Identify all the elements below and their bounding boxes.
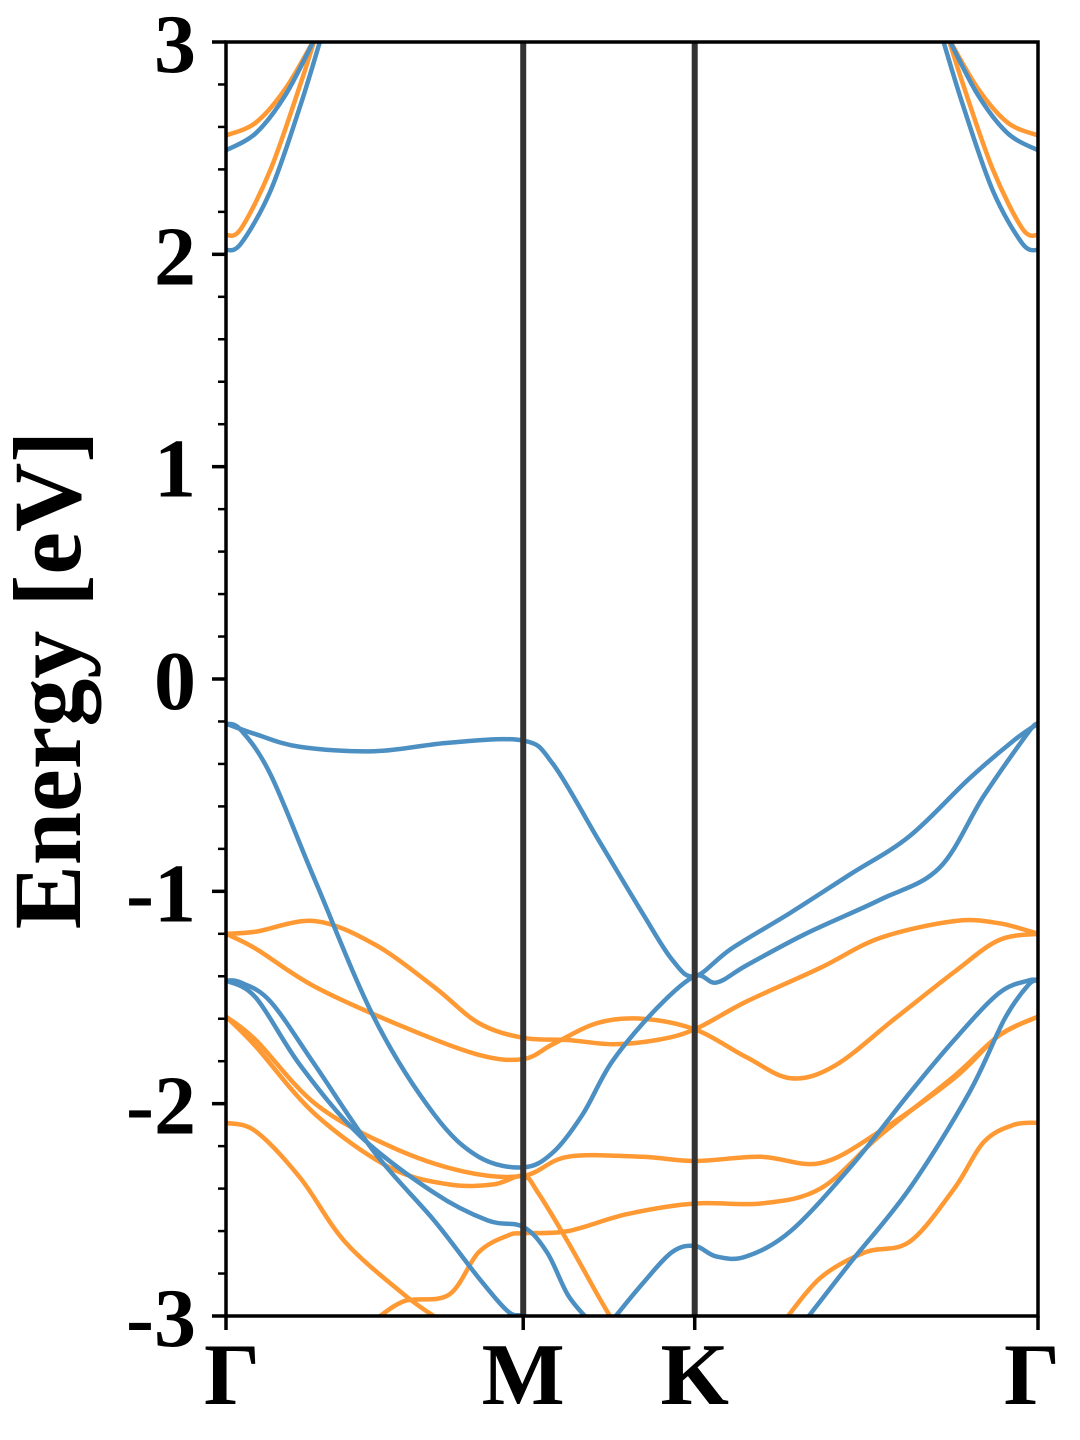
y-axis-label: Energy [eV] <box>0 431 101 930</box>
x-tick-label-Γ: Γ <box>1004 1327 1060 1424</box>
blue-band-7 <box>226 42 323 253</box>
y-tick-label: 1 <box>154 423 196 516</box>
y-tick-label: 2 <box>154 210 196 303</box>
orange-band-6 <box>226 1120 438 1316</box>
orange-band-3 <box>226 1014 1038 1180</box>
y-tick-label: -1 <box>126 847 196 940</box>
y-tick-label: 3 <box>154 0 196 91</box>
orange-band-10 <box>947 42 1038 239</box>
y-tick-label: -3 <box>126 1272 196 1365</box>
blue-band-10 <box>947 42 1038 153</box>
orange-band-2 <box>226 931 1038 1081</box>
orange-band-7 <box>785 1120 1038 1316</box>
blue-band-6 <box>806 978 1038 1316</box>
blue-band-4 <box>226 978 588 1316</box>
x-tick-label-K: K <box>660 1327 728 1424</box>
orange-band-5 <box>376 1014 1038 1316</box>
blue-band-1 <box>226 721 1038 979</box>
x-tick-label-Γ: Γ <box>204 1327 260 1424</box>
y-tick-label: -2 <box>126 1060 196 1153</box>
bands-group <box>226 42 1038 1316</box>
orange-band-8 <box>226 42 317 239</box>
blue-band-2 <box>226 721 1038 1170</box>
orange-band-1 <box>226 917 1038 1047</box>
k-point-lines <box>520 42 698 1316</box>
blue-band-9 <box>941 42 1038 253</box>
y-tick-label: 0 <box>154 635 196 728</box>
orange-band-4 <box>226 1014 613 1316</box>
y-axis: -3 -2 -1 0 1 2 3 <box>126 0 226 1365</box>
blue-band-5 <box>612 977 1038 1316</box>
x-tick-label-M: M <box>482 1327 565 1424</box>
blue-band-8 <box>226 42 316 153</box>
